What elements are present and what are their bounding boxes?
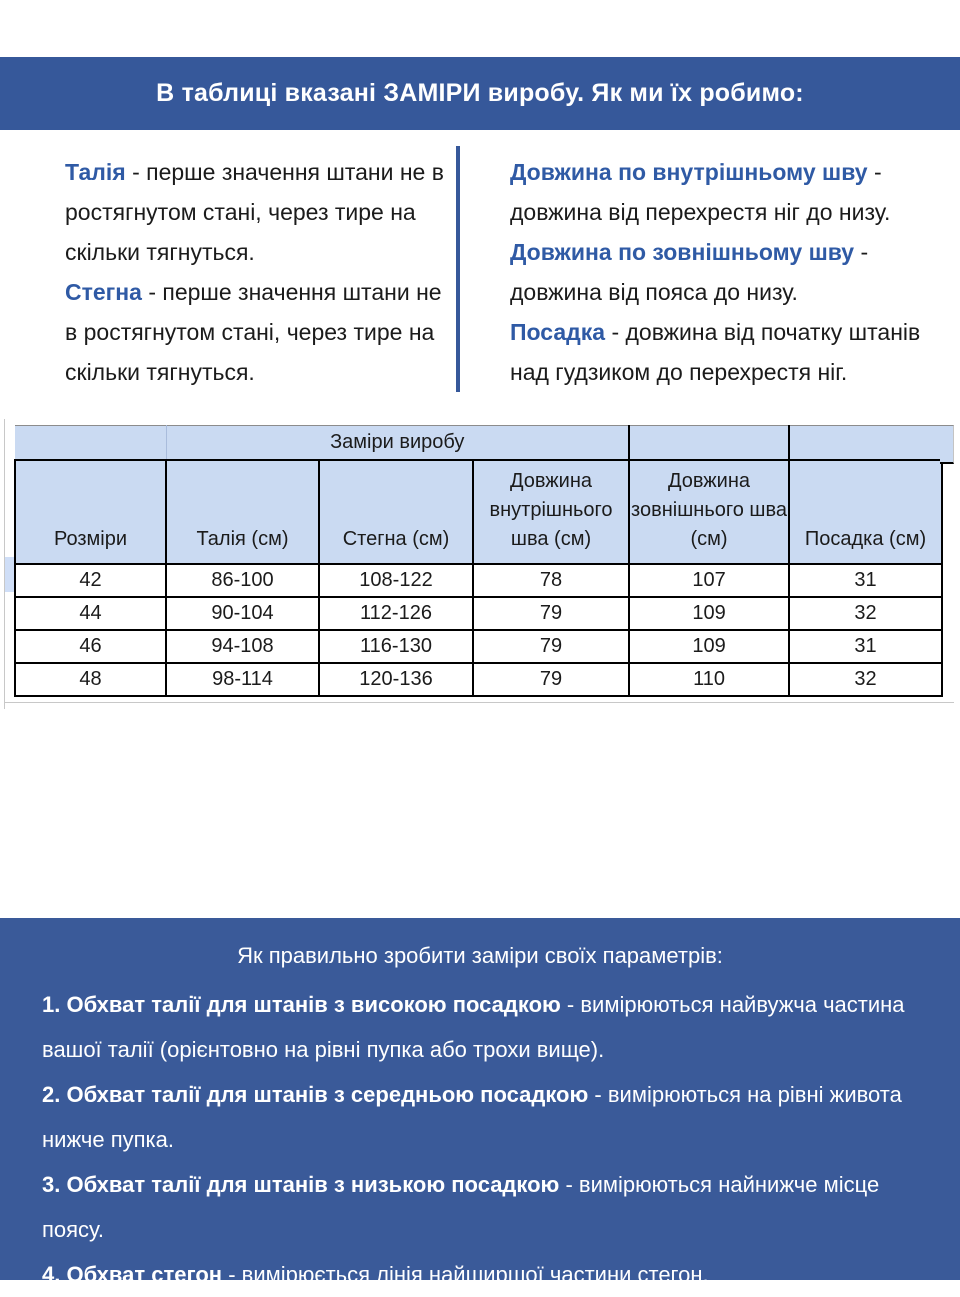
column-header-rise: Посадка (см)	[788, 459, 944, 565]
definition-term: Талія	[65, 159, 126, 185]
cell-inseam: 79	[471, 596, 631, 631]
header-banner: В таблиці вказані ЗАМІРИ виробу. Як ми ї…	[0, 57, 960, 130]
header-band-extension	[940, 425, 954, 464]
cell-hips: 116-130	[318, 629, 474, 664]
size-table: Заміри виробу Розміри Талія (см) Стегна …	[14, 425, 944, 697]
table-row: 42 86-100 108-122 78 107 31	[14, 563, 944, 598]
cell-waist: 94-108	[165, 629, 320, 664]
cell-size: 44	[14, 596, 167, 631]
table-group-header: Заміри виробу	[166, 425, 631, 461]
definitions-right-column: Довжина по внутрішньому шву - довжина ві…	[510, 152, 942, 392]
instruction-bold: 4. Обхват стегон	[42, 1262, 223, 1287]
size-table-region: Заміри виробу Розміри Талія (см) Стегна …	[4, 419, 954, 709]
instruction-bold: 3. Обхват талії для штанів з низькою пос…	[42, 1172, 560, 1197]
column-header-outseam: Довжина зовнішнього шва (см)	[628, 459, 791, 565]
cell-outseam: 109	[628, 596, 791, 631]
instructions-banner: Як правильно зробити заміри своїх параме…	[0, 918, 960, 1287]
gridline-bottom	[4, 702, 954, 703]
instruction-item: 4. Обхват стегон - вимірюється лінія най…	[42, 1252, 930, 1297]
cell-waist: 86-100	[165, 563, 320, 598]
instruction-text: - вимірюються найнижче місце поясу.	[42, 1172, 880, 1242]
definition-inseam: Довжина по внутрішньому шву - довжина ві…	[510, 152, 942, 232]
definition-waist: Талія - перше значення штани не в ростяг…	[65, 152, 460, 272]
cell-size: 48	[14, 662, 167, 697]
definition-term: Посадка	[510, 319, 606, 345]
cell-hips: 112-126	[318, 596, 474, 631]
definition-term: Довжина по зовнішньому шву	[510, 239, 855, 265]
instruction-bold: 1. Обхват талії для штанів з високою пос…	[42, 992, 561, 1017]
definition-hips: Стегна - перше значення штани не в ростя…	[65, 272, 460, 392]
instructions-list: 1. Обхват талії для штанів з високою пос…	[42, 982, 930, 1297]
column-header-waist: Талія (см)	[165, 459, 320, 565]
cell-rise: 32	[788, 596, 944, 631]
definitions-left-column: Талія - перше значення штани не в ростяг…	[65, 152, 460, 392]
table-header-row: Розміри Талія (см) Стегна (см) Довжина в…	[14, 459, 944, 565]
table-row: 48 98-114 120-136 79 110 32	[14, 662, 944, 697]
empty-cell	[15, 425, 167, 461]
instruction-text: - вимірюються найвужча частина вашої тал…	[42, 992, 905, 1062]
definition-text: - перше значення штани не в ростягнутом …	[65, 159, 444, 265]
column-divider	[456, 146, 460, 392]
cell-waist: 90-104	[165, 596, 320, 631]
cell-hips: 120-136	[318, 662, 474, 697]
empty-cell	[789, 425, 943, 461]
instruction-text: - вимірюються на рівні живота нижче пупк…	[42, 1082, 902, 1152]
definition-text: - довжина від початку штанів над гудзико…	[510, 319, 921, 385]
cell-hips: 108-122	[318, 563, 474, 598]
cell-outseam: 107	[628, 563, 791, 598]
definition-rise: Посадка - довжина від початку штанів над…	[510, 312, 942, 392]
cell-rise: 31	[788, 563, 944, 598]
cell-inseam: 79	[471, 629, 631, 664]
column-header-inseam: Довжина внутрішнього шва (см)	[471, 459, 631, 565]
empty-cell	[629, 425, 791, 461]
definition-text: - довжина від пояса до низу.	[510, 239, 869, 305]
cell-outseam: 110	[628, 662, 791, 697]
instruction-item: 1. Обхват талії для штанів з високою пос…	[42, 982, 930, 1072]
instruction-bold: 2. Обхват талії для штанів з середньою п…	[42, 1082, 589, 1107]
table-group-header-row: Заміри виробу	[15, 425, 943, 461]
cell-size: 46	[14, 629, 167, 664]
definition-term: Стегна	[65, 279, 142, 305]
cell-waist: 98-114	[165, 662, 320, 697]
row-selection-highlight	[4, 557, 14, 592]
definition-text: - довжина від перехрестя ніг до низу.	[510, 159, 891, 225]
column-header-sizes: Розміри	[14, 459, 167, 565]
table-row: 46 94-108 116-130 79 109 31	[14, 629, 944, 664]
column-header-hips: Стегна (см)	[318, 459, 474, 565]
cell-inseam: 78	[471, 563, 631, 598]
cell-size: 42	[14, 563, 167, 598]
banner-title: В таблиці вказані ЗАМІРИ виробу. Як ми ї…	[156, 79, 804, 107]
definition-outseam: Довжина по зовнішньому шву - довжина від…	[510, 232, 942, 312]
definition-text: - перше значення штани не в ростягнутом …	[65, 279, 442, 385]
gridline-left	[4, 419, 5, 709]
table-row: 44 90-104 112-126 79 109 32	[14, 596, 944, 631]
definition-term: Довжина по внутрішньому шву	[510, 159, 868, 185]
instruction-item: 3. Обхват талії для штанів з низькою пос…	[42, 1162, 930, 1252]
instruction-item: 2. Обхват талії для штанів з середньою п…	[42, 1072, 930, 1162]
instructions-title: Як правильно зробити заміри своїх параме…	[237, 943, 723, 968]
cell-rise: 32	[788, 662, 944, 697]
cell-outseam: 109	[628, 629, 791, 664]
cell-inseam: 79	[471, 662, 631, 697]
instruction-text: - вимірюється лінія найширшої частини ст…	[228, 1262, 709, 1287]
cell-rise: 31	[788, 629, 944, 664]
